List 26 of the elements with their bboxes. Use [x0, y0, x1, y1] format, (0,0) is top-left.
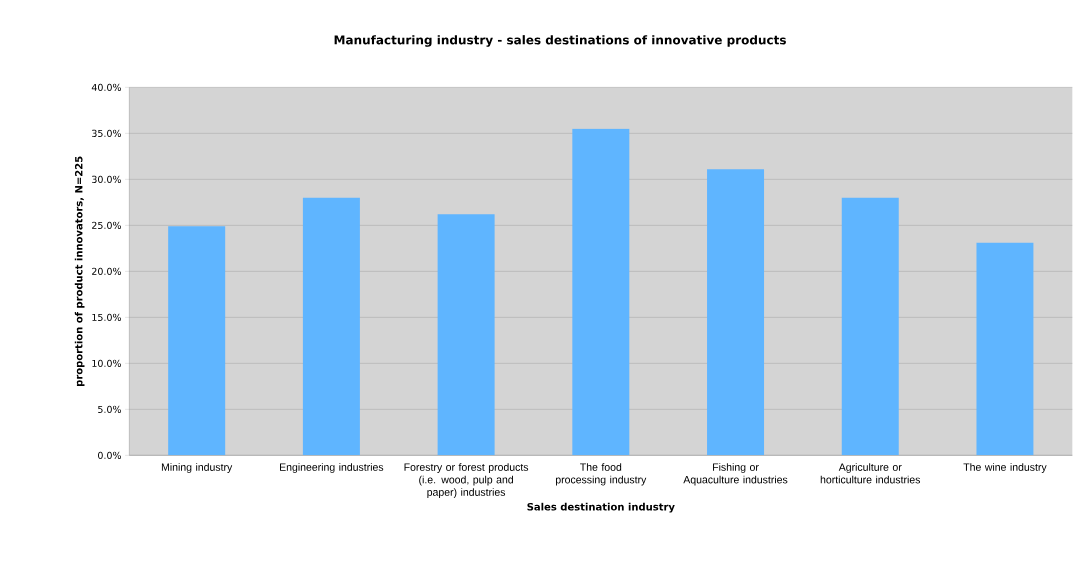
x-tick-label: Engineering industries	[280, 463, 384, 473]
bar	[707, 169, 765, 456]
y-tick-label: 30.0%	[92, 175, 121, 183]
bar	[572, 128, 630, 456]
x-tick-label: Agriculture or horticulture industries	[820, 463, 921, 484]
bar	[168, 226, 226, 456]
y-tick-label: 40.0%	[91, 83, 121, 91]
x-tick-label: Forestry or forest products (i.e. wood, pulp and paper) industries	[404, 463, 529, 498]
bar	[841, 197, 899, 456]
y-tick-label: 20.0%	[92, 267, 121, 275]
y-axis-title: proportion of product innovators, N=225	[74, 156, 85, 386]
x-tick-label: The food processing industry	[555, 463, 647, 486]
y-tick-label: 15.0%	[92, 313, 121, 321]
bar	[437, 214, 495, 456]
y-tick-label: 0.0%	[98, 451, 121, 459]
bar	[976, 242, 1034, 456]
x-tick-label: The wine industry	[963, 463, 1047, 473]
x-axis-title: Sales destination industry	[527, 502, 675, 513]
bar	[302, 197, 360, 456]
y-tick-label: 25.0%	[92, 221, 121, 229]
y-tick-label: 35.0%	[92, 129, 121, 137]
y-tick-label: 10.0%	[92, 359, 121, 367]
chart-title: Manufacturing industry - sales destinations of innovative products	[334, 35, 786, 47]
y-tick-label: 5.0%	[98, 405, 121, 413]
x-tick-label: Mining industry	[161, 463, 233, 473]
x-tick-label: Fishing or Aquaculture industries	[683, 463, 788, 486]
